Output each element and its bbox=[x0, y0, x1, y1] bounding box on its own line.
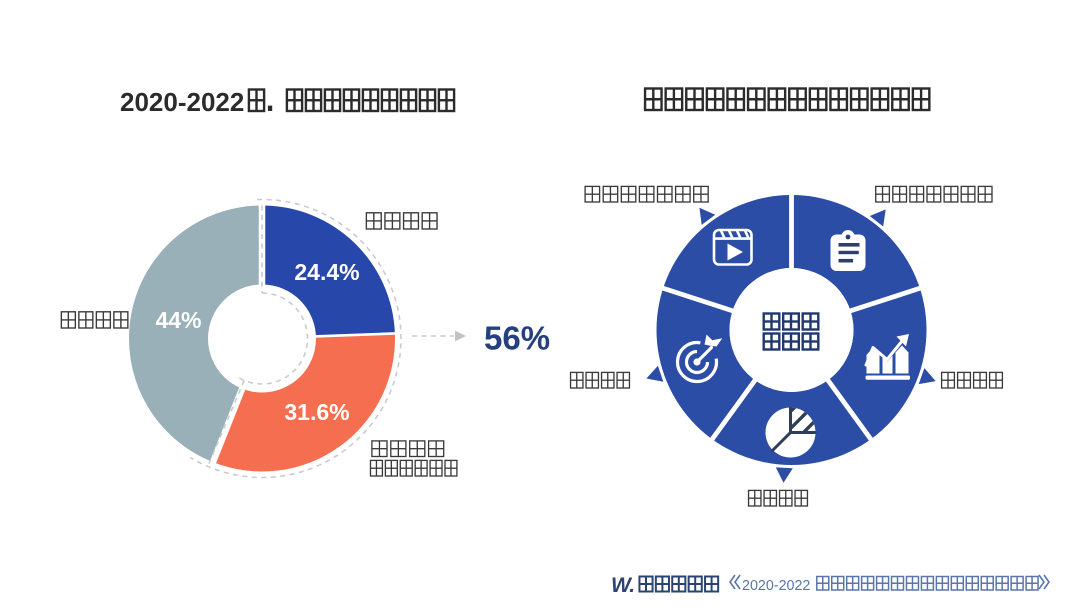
svg-text:24.4%: 24.4% bbox=[294, 259, 359, 285]
svg-text:W.: W. bbox=[611, 574, 635, 597]
svg-text:44%: 44% bbox=[155, 307, 201, 333]
svg-text:56%: 56% bbox=[484, 320, 550, 357]
svg-text:2020-2022: 2020-2022 bbox=[120, 87, 244, 117]
svg-text:31.6%: 31.6% bbox=[284, 399, 349, 425]
svg-text:2020-2022: 2020-2022 bbox=[742, 578, 810, 594]
